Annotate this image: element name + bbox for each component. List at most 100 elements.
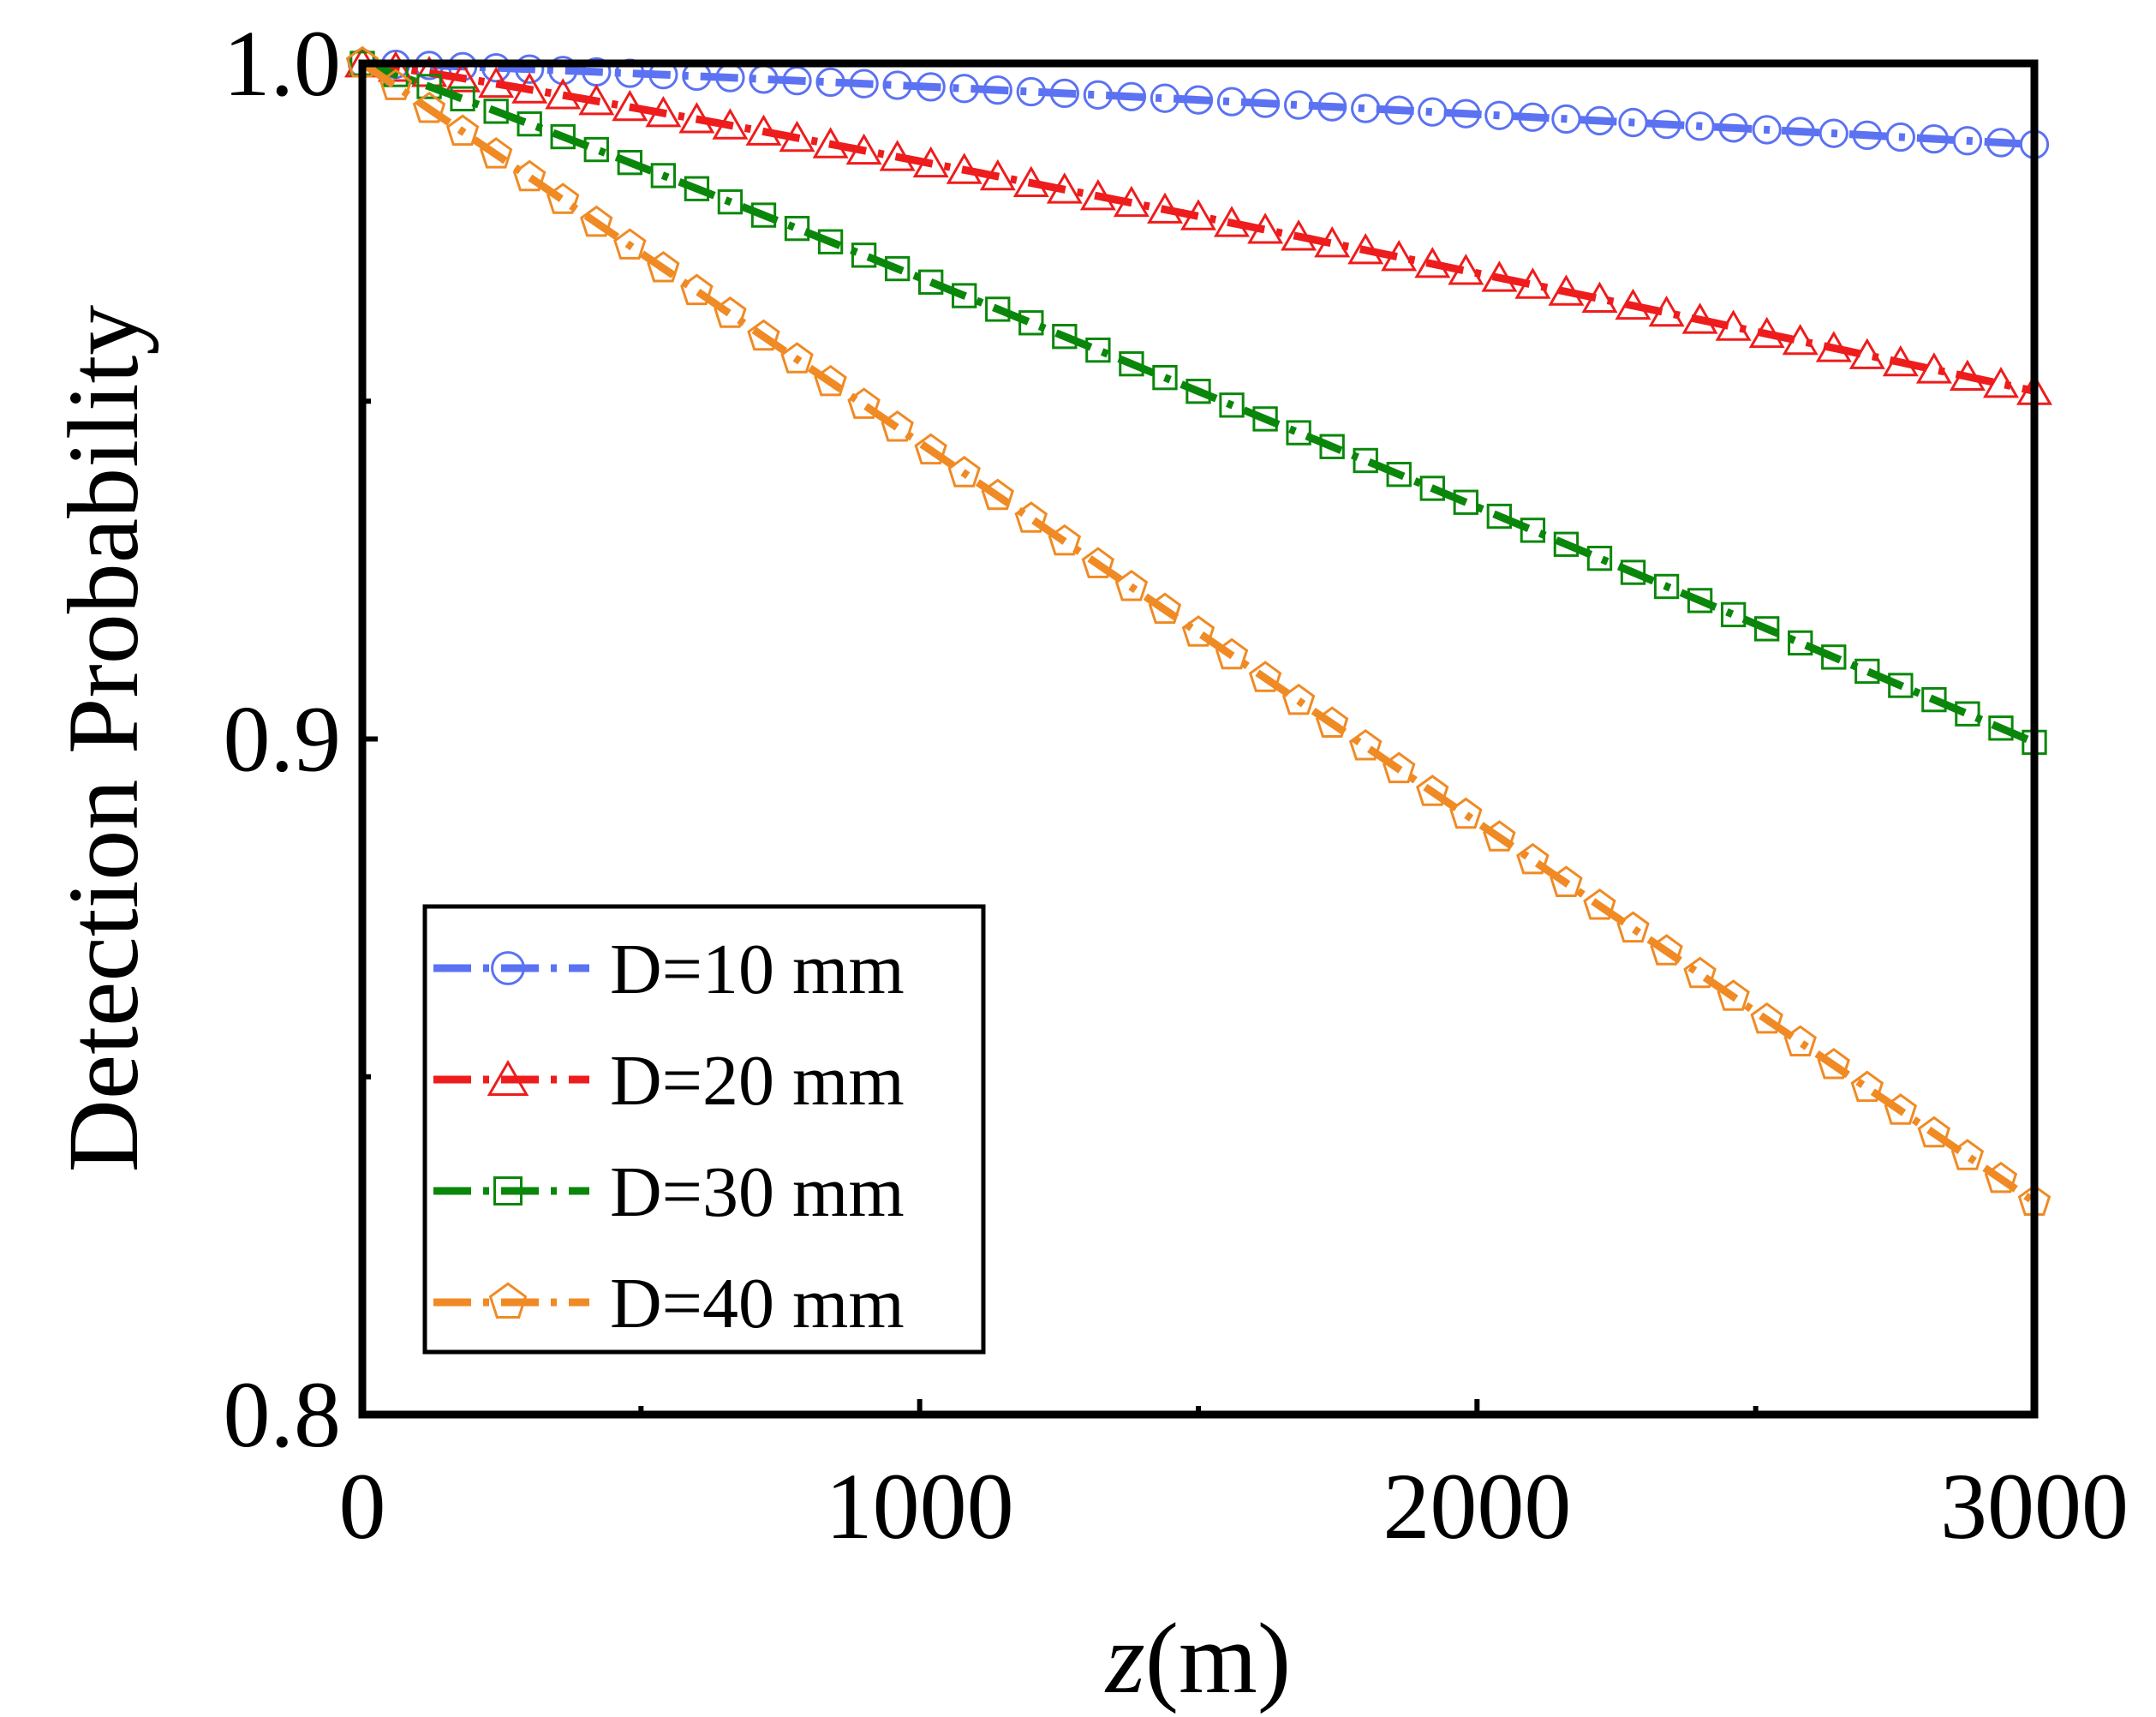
legend-label: D=40 mm bbox=[610, 1264, 905, 1343]
data-point bbox=[1949, 359, 1986, 391]
data-point bbox=[712, 108, 749, 140]
data-point bbox=[1888, 673, 1914, 698]
data-point bbox=[1012, 165, 1049, 197]
data-point bbox=[478, 66, 515, 99]
data-point bbox=[1618, 107, 1648, 138]
data-point bbox=[1848, 338, 1885, 369]
data-point bbox=[517, 111, 542, 137]
data-point bbox=[1650, 934, 1683, 966]
data-point bbox=[981, 478, 1014, 511]
y-tick-label: 0.9 bbox=[224, 687, 342, 792]
data-point bbox=[881, 410, 914, 442]
data-point bbox=[580, 205, 613, 237]
data-point bbox=[851, 242, 877, 268]
data-point bbox=[1483, 820, 1516, 852]
data-point bbox=[1317, 92, 1347, 122]
data-point bbox=[1884, 1093, 1918, 1125]
data-point bbox=[1683, 956, 1717, 989]
data-point bbox=[1419, 476, 1445, 501]
data-point bbox=[1347, 232, 1384, 265]
data-point bbox=[1250, 88, 1281, 118]
data-point bbox=[1281, 683, 1316, 715]
data-point bbox=[515, 54, 545, 84]
data-point bbox=[546, 182, 580, 214]
data-point bbox=[1921, 686, 1947, 713]
data-point bbox=[1717, 979, 1750, 1011]
y-axis-title: Detection Probability bbox=[47, 305, 159, 1173]
data-point bbox=[982, 75, 1012, 105]
data-point bbox=[1085, 337, 1111, 363]
series-4 bbox=[345, 45, 2051, 1216]
legend-label: D=20 mm bbox=[610, 1041, 905, 1121]
data-point bbox=[481, 53, 511, 83]
data-point bbox=[1414, 247, 1451, 278]
data-point bbox=[1448, 254, 1484, 285]
data-point bbox=[847, 387, 881, 419]
data-point bbox=[1917, 1116, 1951, 1148]
data-point bbox=[578, 83, 615, 116]
data-point bbox=[1018, 310, 1044, 336]
data-point bbox=[450, 86, 475, 111]
data-point bbox=[1016, 76, 1046, 107]
data-point bbox=[650, 163, 677, 188]
data-point bbox=[1950, 1139, 1985, 1170]
data-point bbox=[812, 127, 849, 159]
data-point bbox=[947, 456, 981, 488]
data-point bbox=[1486, 503, 1513, 529]
data-point bbox=[1583, 888, 1616, 920]
data-point bbox=[617, 150, 642, 176]
data-point bbox=[1116, 81, 1147, 111]
x-axis-title: z(m) bbox=[1104, 1602, 1291, 1714]
data-point bbox=[1319, 434, 1345, 459]
data-point bbox=[1585, 105, 1615, 136]
x-tick-label: 3000 bbox=[1940, 1454, 2129, 1558]
legend-marker bbox=[488, 1282, 528, 1319]
data-point bbox=[548, 56, 578, 86]
data-point bbox=[1620, 559, 1646, 585]
series-line bbox=[361, 59, 2035, 395]
data-point bbox=[979, 159, 1016, 191]
data-point bbox=[1049, 78, 1079, 109]
data-point bbox=[1983, 366, 2019, 398]
data-point bbox=[952, 283, 977, 308]
data-point bbox=[1754, 616, 1780, 642]
data-point bbox=[780, 342, 814, 374]
data-point bbox=[1386, 462, 1412, 488]
data-point bbox=[750, 202, 777, 228]
data-point bbox=[1653, 573, 1680, 600]
data-point bbox=[1219, 392, 1245, 418]
data-point bbox=[1114, 569, 1149, 601]
data-point bbox=[1484, 100, 1514, 130]
x-tick-label: 2000 bbox=[1383, 1454, 1571, 1558]
data-point bbox=[1186, 379, 1211, 404]
data-point bbox=[1353, 447, 1378, 474]
data-point bbox=[1052, 324, 1078, 350]
data-point bbox=[647, 250, 680, 283]
x-tick-label: 1000 bbox=[826, 1454, 1014, 1558]
legend: D=10 mm D=20 mm D=30 mm D=40 mm bbox=[422, 904, 986, 1355]
data-point bbox=[1520, 517, 1546, 543]
data-point bbox=[1152, 364, 1178, 391]
data-point bbox=[1782, 324, 1819, 356]
data-point bbox=[1315, 706, 1349, 738]
data-point bbox=[583, 136, 609, 163]
x-tick-label: 0 bbox=[339, 1454, 386, 1558]
data-point bbox=[714, 296, 747, 328]
data-point bbox=[1586, 545, 1613, 571]
data-point bbox=[1081, 547, 1115, 578]
data-point bbox=[1819, 118, 1848, 148]
data-point bbox=[1314, 225, 1351, 258]
data-point bbox=[849, 69, 879, 99]
legend-entry: D=40 mm bbox=[433, 1264, 905, 1343]
data-point bbox=[779, 120, 815, 153]
data-point bbox=[845, 133, 882, 165]
data-point bbox=[1550, 865, 1583, 897]
data-point bbox=[416, 74, 442, 99]
data-point bbox=[884, 255, 911, 282]
data-point bbox=[1014, 501, 1048, 533]
data-point bbox=[445, 114, 480, 147]
data-point bbox=[1113, 185, 1150, 218]
legend-entry: D=30 mm bbox=[433, 1152, 905, 1232]
data-point bbox=[1516, 842, 1550, 875]
